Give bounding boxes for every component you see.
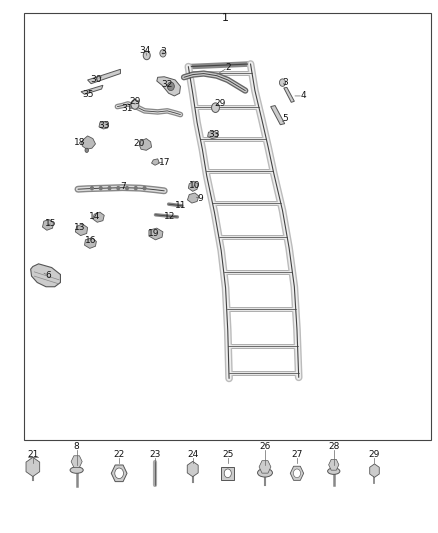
Text: 23: 23 xyxy=(150,450,161,458)
Text: 8: 8 xyxy=(74,442,80,451)
Polygon shape xyxy=(149,228,163,240)
Polygon shape xyxy=(370,464,379,478)
Text: 1: 1 xyxy=(222,13,229,23)
Polygon shape xyxy=(75,224,88,236)
Text: 31: 31 xyxy=(121,104,133,113)
Circle shape xyxy=(143,187,146,190)
Text: 30: 30 xyxy=(91,75,102,84)
Polygon shape xyxy=(111,465,127,482)
Text: 33: 33 xyxy=(98,121,110,130)
Text: 29: 29 xyxy=(214,100,226,108)
Polygon shape xyxy=(88,69,120,84)
Polygon shape xyxy=(93,212,104,222)
Text: 25: 25 xyxy=(222,450,233,458)
Text: 15: 15 xyxy=(45,220,56,228)
Text: 26: 26 xyxy=(259,442,271,451)
Polygon shape xyxy=(188,181,198,191)
Circle shape xyxy=(212,103,219,112)
Polygon shape xyxy=(328,459,339,470)
Circle shape xyxy=(293,469,300,478)
Text: 29: 29 xyxy=(369,450,380,458)
Circle shape xyxy=(117,187,120,190)
Text: 20: 20 xyxy=(134,140,145,148)
Polygon shape xyxy=(271,106,285,125)
Text: 24: 24 xyxy=(187,450,198,458)
Text: 35: 35 xyxy=(83,91,94,99)
Polygon shape xyxy=(71,456,82,467)
Circle shape xyxy=(126,187,128,190)
Circle shape xyxy=(143,51,150,60)
Ellipse shape xyxy=(258,469,272,477)
Text: 21: 21 xyxy=(27,450,39,458)
Text: 33: 33 xyxy=(208,130,219,139)
Text: 2: 2 xyxy=(225,63,230,72)
Circle shape xyxy=(134,187,137,190)
Circle shape xyxy=(167,82,174,91)
Polygon shape xyxy=(157,77,180,96)
Text: 22: 22 xyxy=(113,450,125,458)
Text: 16: 16 xyxy=(85,237,97,245)
Text: 18: 18 xyxy=(74,138,86,147)
Text: 19: 19 xyxy=(148,229,160,238)
Text: 5: 5 xyxy=(283,114,289,123)
Circle shape xyxy=(160,50,166,57)
Polygon shape xyxy=(26,457,40,477)
Polygon shape xyxy=(81,85,103,94)
Text: 11: 11 xyxy=(175,201,187,210)
Text: 32: 32 xyxy=(162,80,173,88)
Text: 34: 34 xyxy=(140,46,151,54)
Bar xyxy=(24,13,431,440)
Circle shape xyxy=(224,469,231,478)
Text: 10: 10 xyxy=(189,181,201,190)
Polygon shape xyxy=(31,264,60,287)
Ellipse shape xyxy=(328,468,340,474)
Polygon shape xyxy=(208,131,218,139)
Polygon shape xyxy=(259,461,271,473)
Circle shape xyxy=(279,79,286,86)
Bar xyxy=(222,466,234,480)
Text: 14: 14 xyxy=(88,212,100,221)
Polygon shape xyxy=(85,238,96,248)
Polygon shape xyxy=(42,220,53,230)
Circle shape xyxy=(99,187,102,190)
Text: 3: 3 xyxy=(160,47,166,56)
Text: 17: 17 xyxy=(159,158,171,167)
Text: 13: 13 xyxy=(74,223,85,231)
Text: 7: 7 xyxy=(120,182,127,191)
Polygon shape xyxy=(99,122,109,129)
Text: 28: 28 xyxy=(328,442,339,451)
Text: 29: 29 xyxy=(129,97,141,106)
Text: 3: 3 xyxy=(283,78,289,87)
Polygon shape xyxy=(139,139,152,150)
Text: 27: 27 xyxy=(291,450,303,458)
Circle shape xyxy=(131,100,139,109)
Polygon shape xyxy=(152,159,159,165)
Polygon shape xyxy=(81,136,95,149)
Circle shape xyxy=(115,468,124,479)
Circle shape xyxy=(91,187,93,190)
Polygon shape xyxy=(290,466,304,480)
Circle shape xyxy=(108,187,111,190)
Ellipse shape xyxy=(70,467,83,473)
Text: 12: 12 xyxy=(164,212,176,221)
Polygon shape xyxy=(187,462,198,477)
Polygon shape xyxy=(187,193,199,203)
Polygon shape xyxy=(284,87,294,102)
Text: 6: 6 xyxy=(45,271,51,280)
Text: 4: 4 xyxy=(300,92,306,100)
Circle shape xyxy=(85,148,88,152)
Text: 9: 9 xyxy=(198,194,204,203)
